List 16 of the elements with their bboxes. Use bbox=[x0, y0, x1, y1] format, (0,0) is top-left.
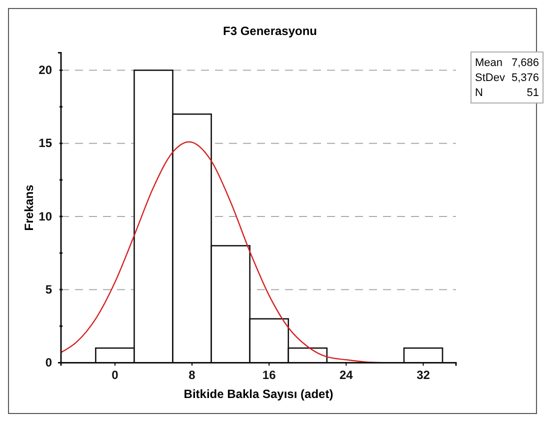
y-tick-label: 20 bbox=[38, 63, 52, 78]
y-axis-title: Frekans bbox=[22, 184, 36, 231]
x-tick-label: 8 bbox=[188, 368, 196, 382]
y-tick-label: 15 bbox=[38, 136, 52, 150]
x-tick-label: 32 bbox=[416, 368, 430, 382]
y-tick-label: 10 bbox=[38, 209, 52, 224]
text: StDev 5,376 bbox=[475, 72, 539, 84]
text: N 51 bbox=[475, 87, 539, 99]
x-tick-label: 24 bbox=[339, 368, 354, 382]
y-tick-label: 0 bbox=[45, 356, 52, 370]
x-tick-label: 16 bbox=[262, 368, 276, 382]
text: Mean 7,686 bbox=[475, 57, 539, 69]
x-tick-label: 0 bbox=[112, 368, 119, 382]
x-axis-title: Bitkide Bakla Sayısı (adet) bbox=[184, 387, 334, 401]
chart-title: F3 Generasyonu bbox=[222, 24, 318, 38]
y-tick-label: 5 bbox=[45, 282, 52, 296]
